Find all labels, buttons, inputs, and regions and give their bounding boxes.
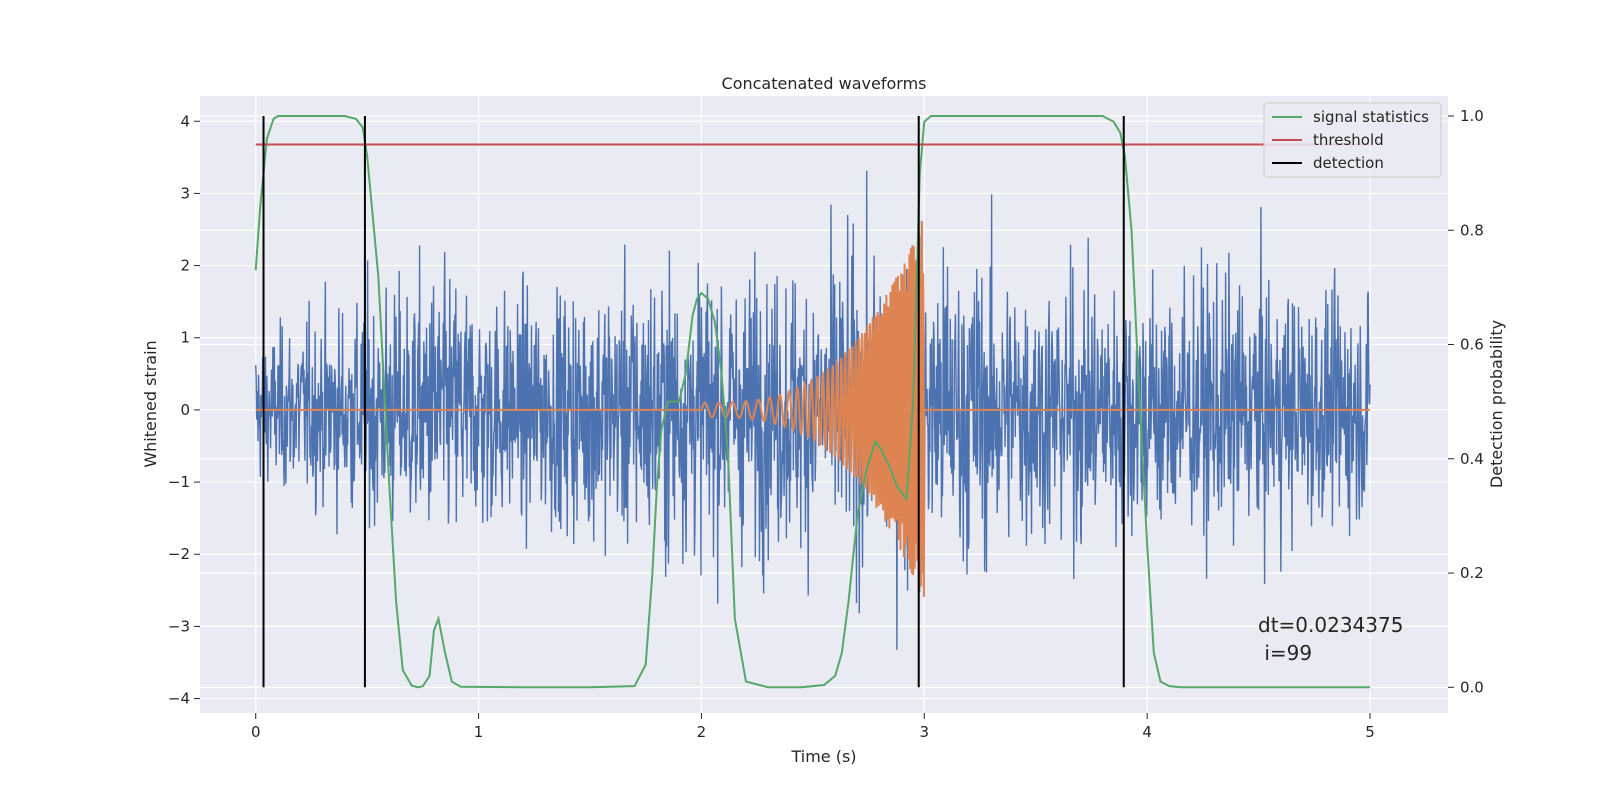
y-tick-label: 3 [180,184,190,202]
y2-tick-label: 0.2 [1460,564,1484,582]
annotation-dt: dt=0.0234375 [1258,613,1403,637]
x-axis-label: Time (s) [790,747,856,766]
x-tick-label: 0 [251,723,261,741]
waveform-series [255,221,1370,597]
y2-tick-label: 0.0 [1460,678,1484,696]
x-tick-label: 5 [1365,723,1375,741]
y-tick-label: 1 [180,329,190,347]
x-tick-label: 1 [474,723,484,741]
signal-statistics-line [254,115,1370,689]
y-tick-label: −4 [168,690,190,708]
detection-series [262,115,1125,688]
y-tick-label: −3 [168,617,190,635]
y2-tick-label: 0.8 [1460,221,1484,239]
signal-statistics-series [254,115,1370,689]
y-tick-label: 2 [180,257,190,275]
x-tick-label: 2 [697,723,707,741]
y2-tick-label: 0.4 [1460,450,1484,468]
legend-box [1263,102,1442,178]
ticks: 0 1 2 3 4 5 −4 −3 −2 −1 0 1 2 3 4 0.0 0.2 0.4 0.6 0.8 1.0 [168,107,1484,741]
x-tick-label: 3 [920,723,930,741]
y2-tick-label: 0.6 [1460,336,1484,354]
y2-axis-label: Detection probability [1487,320,1506,488]
chart-title: Concatenated waveforms [722,74,927,93]
y-tick-label: 4 [180,112,190,130]
y-axis-label: Whitened strain [141,340,160,467]
strain-noise-line [255,170,1371,650]
legend: signal statistics threshold detection [1263,102,1442,178]
legend-label-detection: detection [1313,154,1384,172]
strain-noise-series [255,170,1371,650]
y-tick-label: 0 [180,401,190,419]
legend-label-signal-statistics: signal statistics [1313,108,1429,126]
y-tick-label: −1 [168,473,190,491]
waveform-line [255,221,1370,597]
x-tick-label: 4 [1142,723,1152,741]
legend-label-threshold: threshold [1313,131,1384,149]
y2-tick-label: 1.0 [1460,107,1484,125]
y-tick-label: −2 [168,545,190,563]
annotation-i: i=99 [1258,641,1312,665]
